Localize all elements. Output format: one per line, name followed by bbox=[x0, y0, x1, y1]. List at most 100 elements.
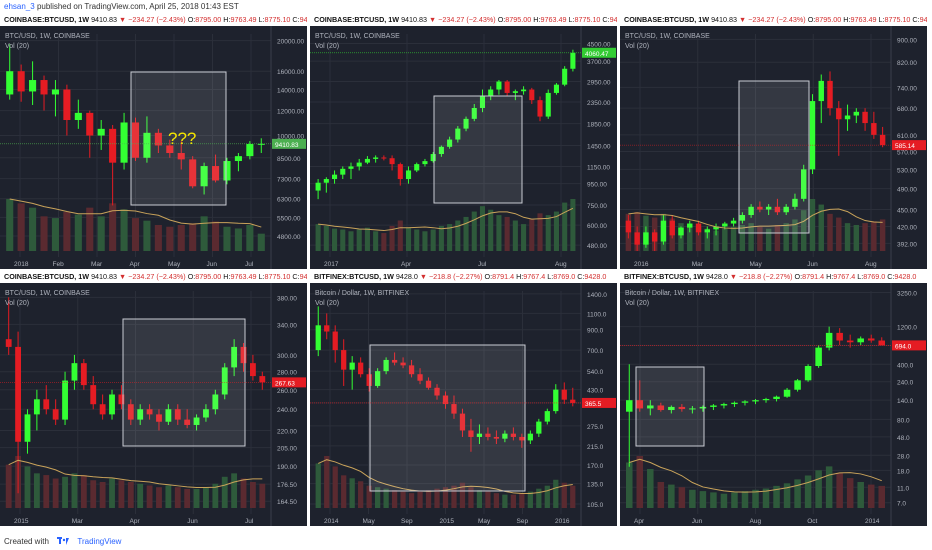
candle-body bbox=[809, 101, 816, 170]
volume-bar bbox=[553, 211, 560, 251]
chart-canvas[interactable]: 1400.0 1100.0 900.0 700.0 540.0 430.0 365.5 275… bbox=[310, 283, 617, 526]
y-tick-label: 300.00 bbox=[277, 353, 297, 360]
candle-body bbox=[815, 347, 822, 367]
candle-body bbox=[857, 338, 864, 343]
high-value: 9763.49 bbox=[230, 15, 257, 24]
candle-body bbox=[6, 71, 14, 95]
candle-body bbox=[570, 399, 576, 403]
chart-header: COINBASE:BTCUSD, 1W 9410.83 ▼ −234.27 (−… bbox=[620, 13, 927, 26]
y-tick-label: 280.00 bbox=[277, 370, 297, 377]
candle-body bbox=[234, 156, 242, 162]
chart-title: BTC/USD, 1W, COINBASE bbox=[5, 290, 90, 297]
volume-bar bbox=[846, 478, 854, 508]
candle-body bbox=[33, 399, 40, 415]
y-tick-label: 700.0 bbox=[587, 348, 604, 355]
symbol-label: COINBASE:BTCUSD, 1W bbox=[314, 15, 400, 24]
volume-bar bbox=[63, 212, 71, 251]
low-label: L: bbox=[855, 272, 864, 281]
volume-bar bbox=[324, 456, 330, 508]
open-label: O: bbox=[805, 15, 816, 24]
volume-bar bbox=[731, 492, 738, 508]
candle-body bbox=[90, 385, 97, 405]
candle-body bbox=[174, 409, 181, 420]
price-tag bbox=[272, 377, 306, 388]
chart-panel[interactable]: COINBASE:BTCUSD, 1W 9410.83 ▼ −234.27 (−… bbox=[620, 13, 927, 269]
volume-bar bbox=[647, 469, 654, 508]
volume-bar bbox=[442, 487, 449, 508]
price-change: ▼ −234.27 (−2.43%) bbox=[119, 15, 186, 24]
publish-text: published on TradingView.com, April 25, … bbox=[36, 2, 239, 11]
chart-canvas[interactable]: 4500.00 3700.00 2950.00 2350.00 1850.00 1450.… bbox=[310, 26, 617, 269]
tradingview-link[interactable]: TradingView bbox=[77, 537, 122, 546]
y-tick-label: 540.0 bbox=[587, 369, 604, 376]
x-tick-label: Mar bbox=[72, 518, 84, 525]
candle-body bbox=[425, 380, 432, 388]
chart-canvas[interactable]: 20000.00 16000.00 14000.00 12000.00 10000.00… bbox=[0, 26, 307, 269]
candle-body bbox=[80, 363, 87, 386]
candle-body bbox=[165, 409, 172, 422]
y-tick-label: 610.00 bbox=[897, 133, 917, 140]
x-tick-label: Apr bbox=[130, 518, 141, 525]
volume-bar bbox=[485, 491, 491, 508]
y-tick-label: 4800.00 bbox=[277, 234, 301, 241]
publisher-link[interactable]: ehsan_3 bbox=[4, 2, 35, 11]
last-price: 9410.83 bbox=[91, 272, 118, 281]
candle-body bbox=[74, 112, 82, 121]
volume-bar bbox=[752, 489, 759, 508]
symbol-label: BITFINEX:BTCUSD, 1W bbox=[624, 272, 704, 281]
y-tick-label: 240.00 bbox=[277, 407, 297, 414]
volume-label: Vol (20) bbox=[315, 43, 339, 50]
y-tick-label: 215.0 bbox=[587, 444, 604, 451]
candle-body bbox=[154, 132, 162, 146]
volume-bar bbox=[389, 225, 395, 251]
volume-bar bbox=[878, 485, 886, 508]
candle-body bbox=[143, 132, 151, 158]
volume-bar bbox=[118, 480, 125, 508]
chart-canvas[interactable]: 3250.0 1200.0 694.0 400.0 240.0 140.0 80.0 48.0… bbox=[620, 283, 927, 526]
candle-body bbox=[553, 389, 559, 412]
volume-bar bbox=[562, 202, 568, 251]
volume-bar bbox=[109, 478, 115, 508]
chart-panel[interactable]: COINBASE:BTCUSD, 1W 9410.83 ▼ −234.27 (−… bbox=[310, 13, 617, 269]
candle-body bbox=[504, 81, 510, 93]
chart-canvas[interactable]: 900.00 820.00 740.00 680.00 610.00 570.00 530.… bbox=[620, 26, 927, 269]
candle-body bbox=[553, 84, 560, 93]
y-tick-label: 18.0 bbox=[897, 468, 910, 475]
highlight-box bbox=[433, 95, 523, 204]
volume-bar bbox=[40, 216, 48, 251]
candle-body bbox=[455, 128, 461, 140]
volume-bar bbox=[844, 223, 851, 251]
publish-bar: ehsan_3 published on TradingView.com, Ap… bbox=[0, 0, 932, 13]
y-tick-label: 10000.00 bbox=[277, 134, 304, 141]
volume-bar bbox=[774, 225, 781, 251]
open-label: O: bbox=[792, 272, 803, 281]
volume-bar bbox=[408, 493, 415, 508]
candle-body bbox=[493, 436, 500, 439]
volume-bar bbox=[62, 476, 68, 508]
x-tick-label: Jun bbox=[807, 261, 818, 268]
chart-canvas[interactable]: 380.00 340.00 300.00 280.00 260.00 240.00 220.… bbox=[0, 283, 307, 526]
x-tick-label: Jun bbox=[187, 518, 198, 525]
volume-bar bbox=[259, 483, 266, 508]
candle-body bbox=[476, 433, 483, 437]
y-tick-label: 490.00 bbox=[897, 187, 917, 194]
y-tick-label: 28.0 bbox=[897, 453, 910, 460]
chart-panel[interactable]: COINBASE:BTCUSD, 1W 9410.83 ▼ −234.27 (−… bbox=[0, 270, 307, 526]
y-tick-label: 340.00 bbox=[277, 322, 297, 329]
x-tick-label: May bbox=[168, 261, 181, 268]
x-tick-label: Sep bbox=[401, 518, 413, 525]
volume-ma-line bbox=[318, 459, 573, 494]
chart-panel[interactable]: BITFINEX:BTCUSD, 1W 9428.0 ▼ −218.8 (−2.… bbox=[620, 270, 927, 526]
candle-body bbox=[231, 346, 238, 368]
volume-bar bbox=[544, 485, 550, 508]
candle-body bbox=[762, 398, 770, 401]
chart-panel[interactable]: COINBASE:BTCUSD, 1W 9410.83 ▼ −234.27 (−… bbox=[0, 13, 307, 269]
candle-body bbox=[63, 89, 71, 121]
price-tag-label: 585.14 bbox=[895, 143, 915, 150]
volume-bar bbox=[827, 213, 833, 251]
high-value: 9767.4 bbox=[833, 272, 856, 281]
candle-body bbox=[510, 433, 517, 437]
candle-body bbox=[259, 376, 266, 383]
chart-panel[interactable]: BITFINEX:BTCUSD, 1W 9428.0 ▼ −218.8 (−2.… bbox=[310, 270, 617, 526]
candle-body bbox=[5, 339, 12, 347]
